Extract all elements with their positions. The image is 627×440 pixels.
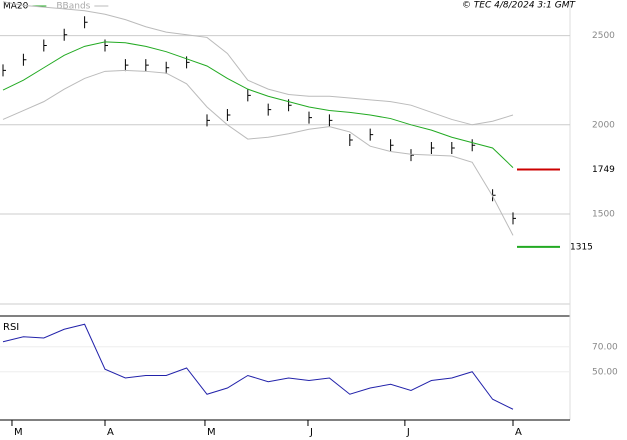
band-line: [2, 1, 514, 126]
price-bar: [471, 139, 476, 152]
price-bar: [410, 149, 414, 162]
price-bar: [369, 128, 374, 141]
rsi-line: [2, 323, 514, 410]
y-tick-label: 70.00: [592, 342, 618, 352]
x-tick-label: M: [207, 427, 216, 438]
x-tick-label: M: [14, 427, 23, 438]
price-bar: [22, 53, 27, 66]
price-bar: [226, 108, 231, 121]
price-bar: [247, 89, 251, 102]
legend-label: BBands: [56, 2, 90, 12]
price-bar: [349, 133, 353, 146]
y-tick-label: 2000: [592, 120, 615, 130]
price-bar: [512, 212, 516, 225]
y-tick-label: 50.00: [592, 367, 618, 377]
rsi-title: RSI: [3, 322, 19, 333]
ma-line: [2, 41, 514, 168]
price-bar: [84, 16, 88, 29]
legend-label: MA20: [3, 2, 29, 12]
x-tick-label: J: [406, 427, 410, 438]
x-tick-label: A: [515, 427, 522, 438]
y-tick-label: 1500: [592, 209, 615, 219]
level-label: 1749: [592, 165, 615, 175]
price-bar: [124, 59, 129, 72]
price-bar: [63, 28, 68, 41]
price-bar: [206, 114, 210, 127]
price-bar: [2, 64, 6, 77]
price-bar: [430, 141, 435, 154]
y-tick-label: 2500: [592, 31, 615, 41]
price-bar: [390, 139, 394, 152]
x-tick-label: J: [309, 427, 313, 438]
price-bar: [43, 39, 47, 52]
price-bar: [328, 114, 333, 127]
price-bar: [267, 103, 272, 116]
x-tick-label: A: [107, 427, 114, 438]
price-bar: [451, 141, 455, 154]
price-bar: [308, 111, 312, 124]
price-bar: [165, 61, 170, 74]
band-line: [2, 69, 514, 236]
annotation: © TEC 4/8/2024 3:1 GMT: [462, 1, 577, 11]
level-label: 1315: [570, 242, 593, 252]
price-bar: [145, 59, 149, 72]
